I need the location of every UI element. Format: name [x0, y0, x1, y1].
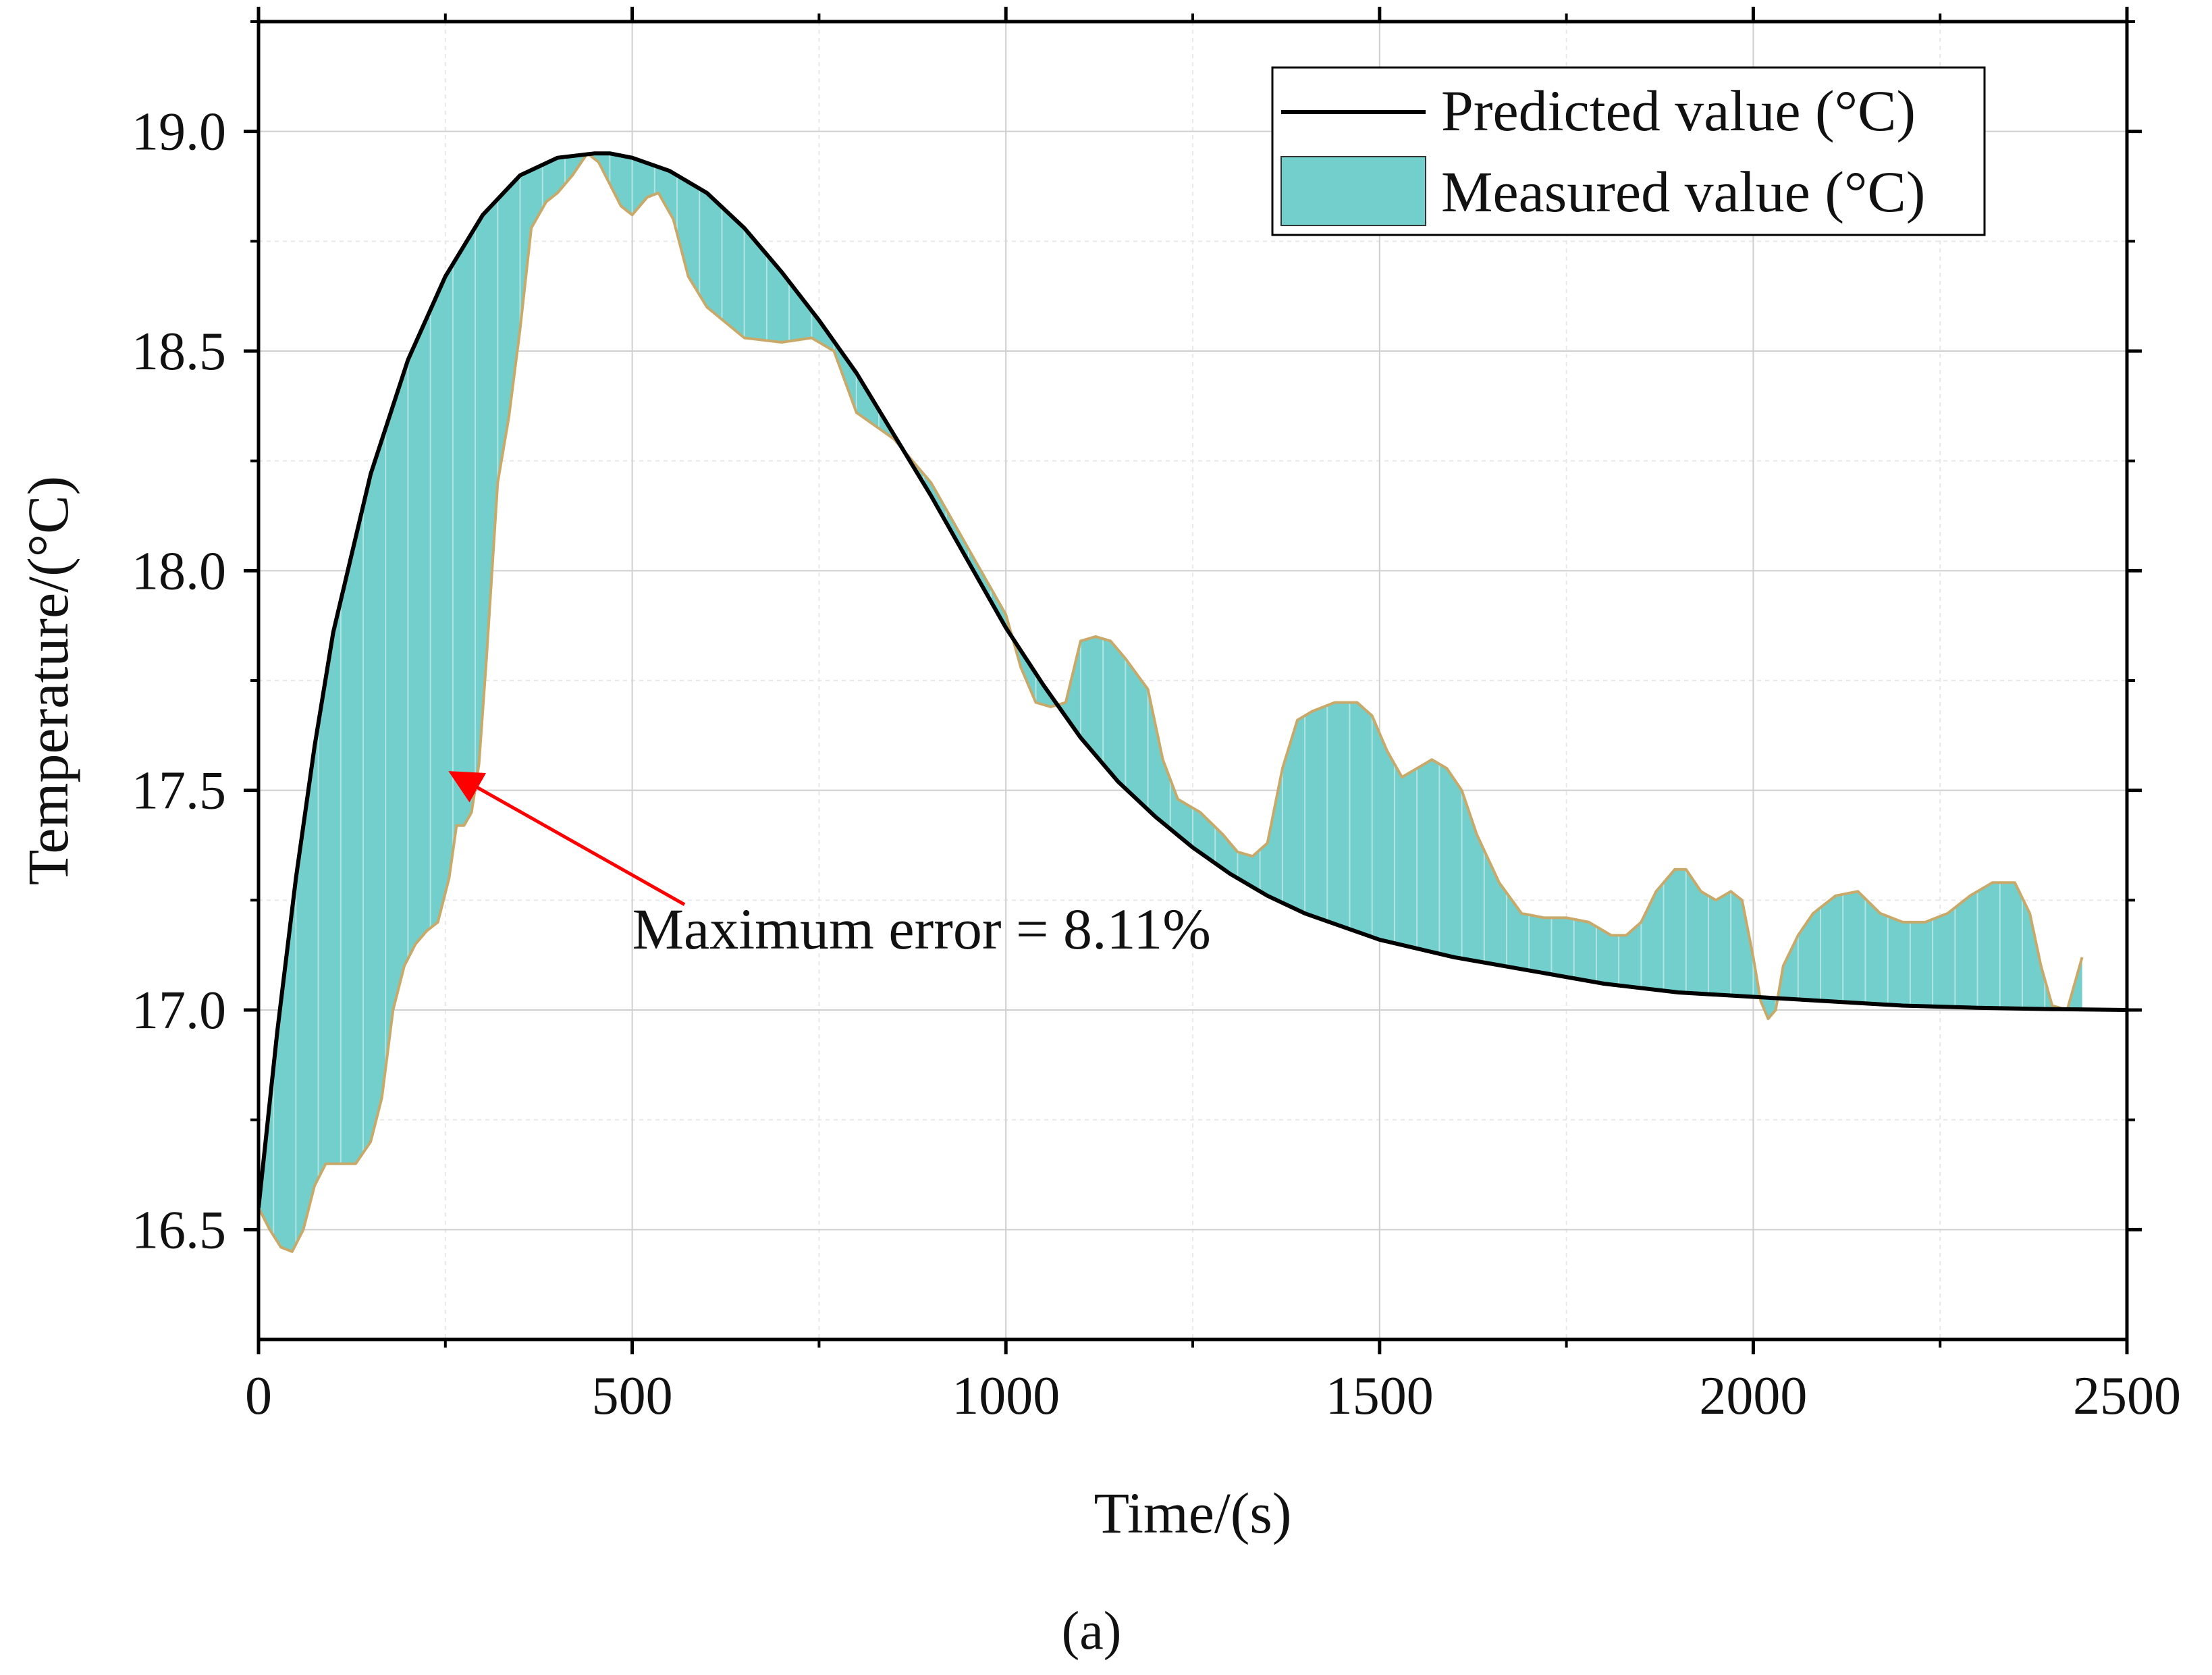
- x-tick-label: 0: [245, 1366, 272, 1426]
- y-tick-label: 16.5: [132, 1200, 226, 1260]
- axis-tick-labels: 0 500 1000 1500 2000 2500 16.5 17.0 17.5 18.0 18.5…: [132, 103, 2181, 1426]
- x-tick-label: 2500: [2073, 1366, 2181, 1426]
- x-axis-label: Time/(s): [1094, 1481, 1291, 1545]
- x-tick-label: 2000: [1699, 1366, 1807, 1426]
- legend-label-predicted: Predicted value (°C): [1441, 78, 1916, 143]
- y-tick-label: 19.0: [132, 103, 226, 162]
- measured-area-fill: [259, 153, 2082, 1252]
- figure-label: (a): [1062, 1601, 1122, 1661]
- x-tick-label: 1000: [952, 1366, 1060, 1426]
- x-tick-label: 1500: [1326, 1366, 1434, 1426]
- grid-lines: [258, 22, 2128, 1339]
- y-tick-label: 18.0: [132, 541, 226, 601]
- measured-series-line: [259, 152, 2084, 1253]
- predicted-series-line: [259, 151, 2127, 1208]
- axis-ticks: [244, 7, 2142, 1354]
- y-tick-label: 18.5: [132, 322, 226, 381]
- measured-area-layer: [259, 152, 2084, 1253]
- y-tick-label: 17.5: [132, 762, 226, 821]
- y-tick-label: 17.0: [132, 981, 226, 1040]
- x-tick-label: 500: [592, 1366, 673, 1426]
- annotation-arrow: [448, 771, 686, 907]
- legend-swatch-measured: [1280, 156, 1426, 226]
- y-axis-label: Temperature/(°C): [16, 476, 80, 885]
- legend: Predicted value (°C) Measured value (°C): [1271, 66, 1986, 236]
- annotation-text: Maximum error = 8.11%: [632, 897, 1211, 961]
- predicted-line-layer: [259, 151, 2127, 1208]
- legend-label-measured: Measured value (°C): [1441, 159, 1925, 224]
